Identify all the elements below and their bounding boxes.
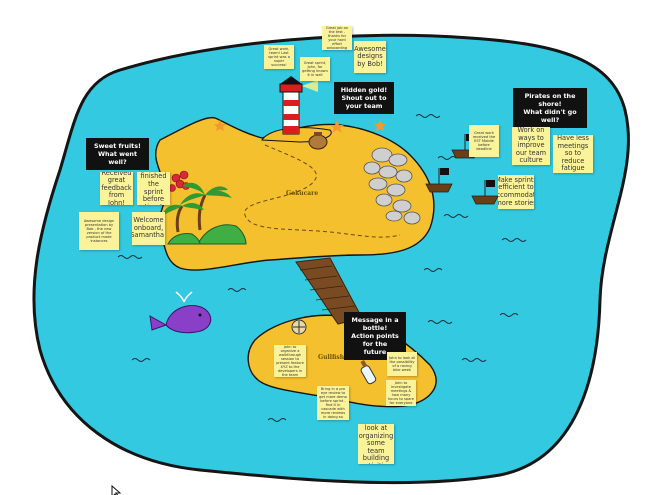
palm-tree-icon: [162, 182, 232, 233]
hill-icon: [167, 224, 247, 245]
sticky-note[interactable]: Great work, team! Last sprint was a supe…: [264, 45, 294, 69]
rock-pile-icon: [363, 147, 421, 225]
sticky-note[interactable]: John to look at the possibility of a rov…: [387, 352, 417, 376]
sticky-note[interactable]: Great sprint, John, for getting known it…: [300, 57, 330, 81]
sticky-note[interactable]: Great work received the EST Mobile befor…: [469, 125, 499, 157]
label-sweet-fruits: Sweet fruits! What went well?: [86, 138, 149, 170]
sticky-note[interactable]: John to organize a walkthrough session t…: [274, 345, 306, 377]
sticky-note[interactable]: Received great feedback from John!: [100, 172, 133, 205]
sticky-note[interactable]: Make sprints efficient to accommodate mo…: [498, 175, 534, 209]
sticky-note[interactable]: Have less meetings so to reduce fatigue: [553, 135, 593, 173]
mouse-cursor-icon: [111, 484, 122, 495]
berries-icon: [168, 170, 190, 192]
island-name-north: Gokucare: [286, 190, 319, 197]
island-name-south: Gullfish: [318, 354, 345, 361]
sticky-note[interactable]: Welcome onboard, Samantha!: [132, 212, 165, 245]
pirate-ship-icon: [471, 180, 499, 205]
treasure-trail: [244, 144, 401, 238]
sticky-note[interactable]: Awesome designs by Bob!: [354, 41, 386, 73]
treasure-bag-icon: [308, 132, 328, 150]
sticky-note[interactable]: Bob to look at organizing some team buil…: [358, 424, 394, 464]
sticky-note[interactable]: Awesome design presentation by Bob - the…: [79, 212, 119, 250]
sticky-note[interactable]: John to investigate meetings & how many …: [386, 380, 416, 406]
sticky-note[interactable]: We finished the sprint before time!: [137, 172, 170, 205]
sticky-note[interactable]: Great job on the test - thanks for your …: [322, 26, 352, 50]
sticky-note[interactable]: Bring in a pro eye review to get more de…: [317, 386, 349, 420]
starfish-icon: [214, 120, 386, 133]
sticky-note[interactable]: Work on ways to improve our team culture: [512, 127, 550, 165]
lighthouse-icon: [279, 76, 318, 135]
label-hidden-gold: Hidden gold! Shout out to your team: [334, 82, 394, 114]
label-pirates: Pirates on the shore! What didn't go wel…: [513, 88, 587, 128]
waves: [117, 114, 527, 422]
pirate-ship-icon: [425, 168, 453, 193]
whale-icon: [149, 291, 212, 334]
compass-icon: [291, 319, 307, 335]
bottle-icon: [360, 360, 377, 385]
